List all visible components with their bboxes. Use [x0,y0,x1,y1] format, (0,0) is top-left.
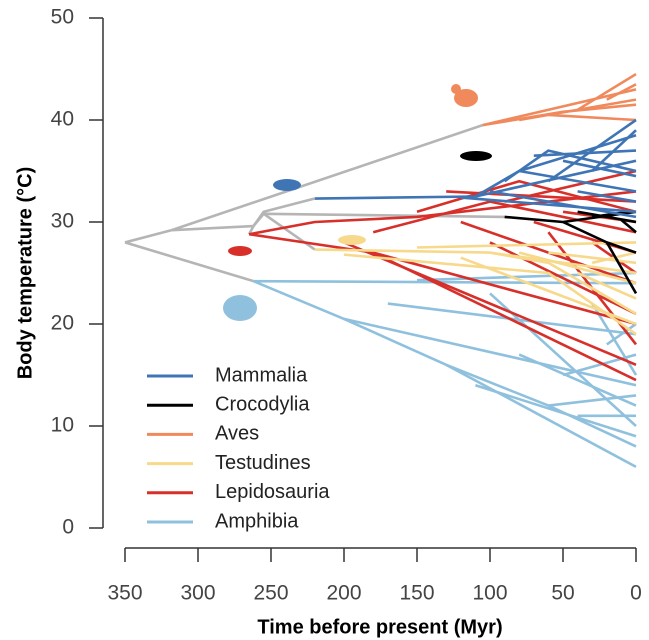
x-tick-label: 150 [399,582,434,605]
branch [372,200,637,234]
legend-label: Mammalia [215,364,308,386]
x-axis-title: Time before present (Myr) [257,616,502,638]
branch [592,210,629,219]
branch [605,241,638,295]
branch [503,149,637,183]
branch [343,317,637,387]
x-tick-label: 50 [551,582,574,605]
branch [606,322,637,346]
branch [416,179,637,214]
y-tick-label: 30 [51,210,74,233]
backbone-branch [171,224,254,232]
silhouettes [223,84,492,321]
branch [372,251,637,326]
branch [489,241,637,315]
backbone-branch [252,197,316,227]
y-tick-label: 10 [51,414,74,437]
branch [475,383,637,438]
branch [252,279,637,468]
branch [577,190,637,203]
x-tick-label: 300 [180,582,215,605]
x-tick-label: 250 [253,582,288,605]
x-tick-label: 100 [472,582,507,605]
branch [533,149,637,157]
x-tick-label: 350 [107,582,142,605]
y-tick-label: 20 [51,312,74,335]
y-tick-label: 50 [51,6,74,29]
branch [518,251,637,285]
branch [548,113,637,122]
branch [489,251,637,315]
y-tick-label: 40 [51,108,74,131]
branch [416,241,637,249]
backbone-branch [171,123,484,232]
branch [446,190,637,203]
branch [489,292,637,427]
y-axis-title: Body temperature (°C) [14,167,36,379]
plot-area [124,72,638,468]
branch [482,88,637,127]
legend-label: Lepidosauria [215,481,330,503]
legend-label: Crocodylia [215,393,310,415]
backbone-branch [262,212,316,251]
branch [577,210,637,224]
backbone-branch [124,228,173,244]
legend-label: Testudines [215,452,311,474]
branch [591,129,637,172]
branch [343,253,637,336]
branch [343,241,637,366]
branch [489,190,637,219]
legend-label: Amphibia [215,510,299,532]
x-tick-label: 200 [326,582,361,605]
branch [548,394,637,407]
branch [518,169,637,193]
branch [547,118,637,183]
branch [562,353,637,377]
branch [576,72,637,111]
branch [314,195,476,200]
branch [548,251,637,265]
branch [460,196,637,214]
branch [606,83,637,101]
branch [577,271,637,300]
backbone-branch [124,241,254,283]
x-tick-label: 0 [630,582,642,605]
y-tick-label: 0 [62,516,74,539]
legend-label: Aves [215,423,259,445]
branch [620,218,637,234]
branch [562,159,637,178]
